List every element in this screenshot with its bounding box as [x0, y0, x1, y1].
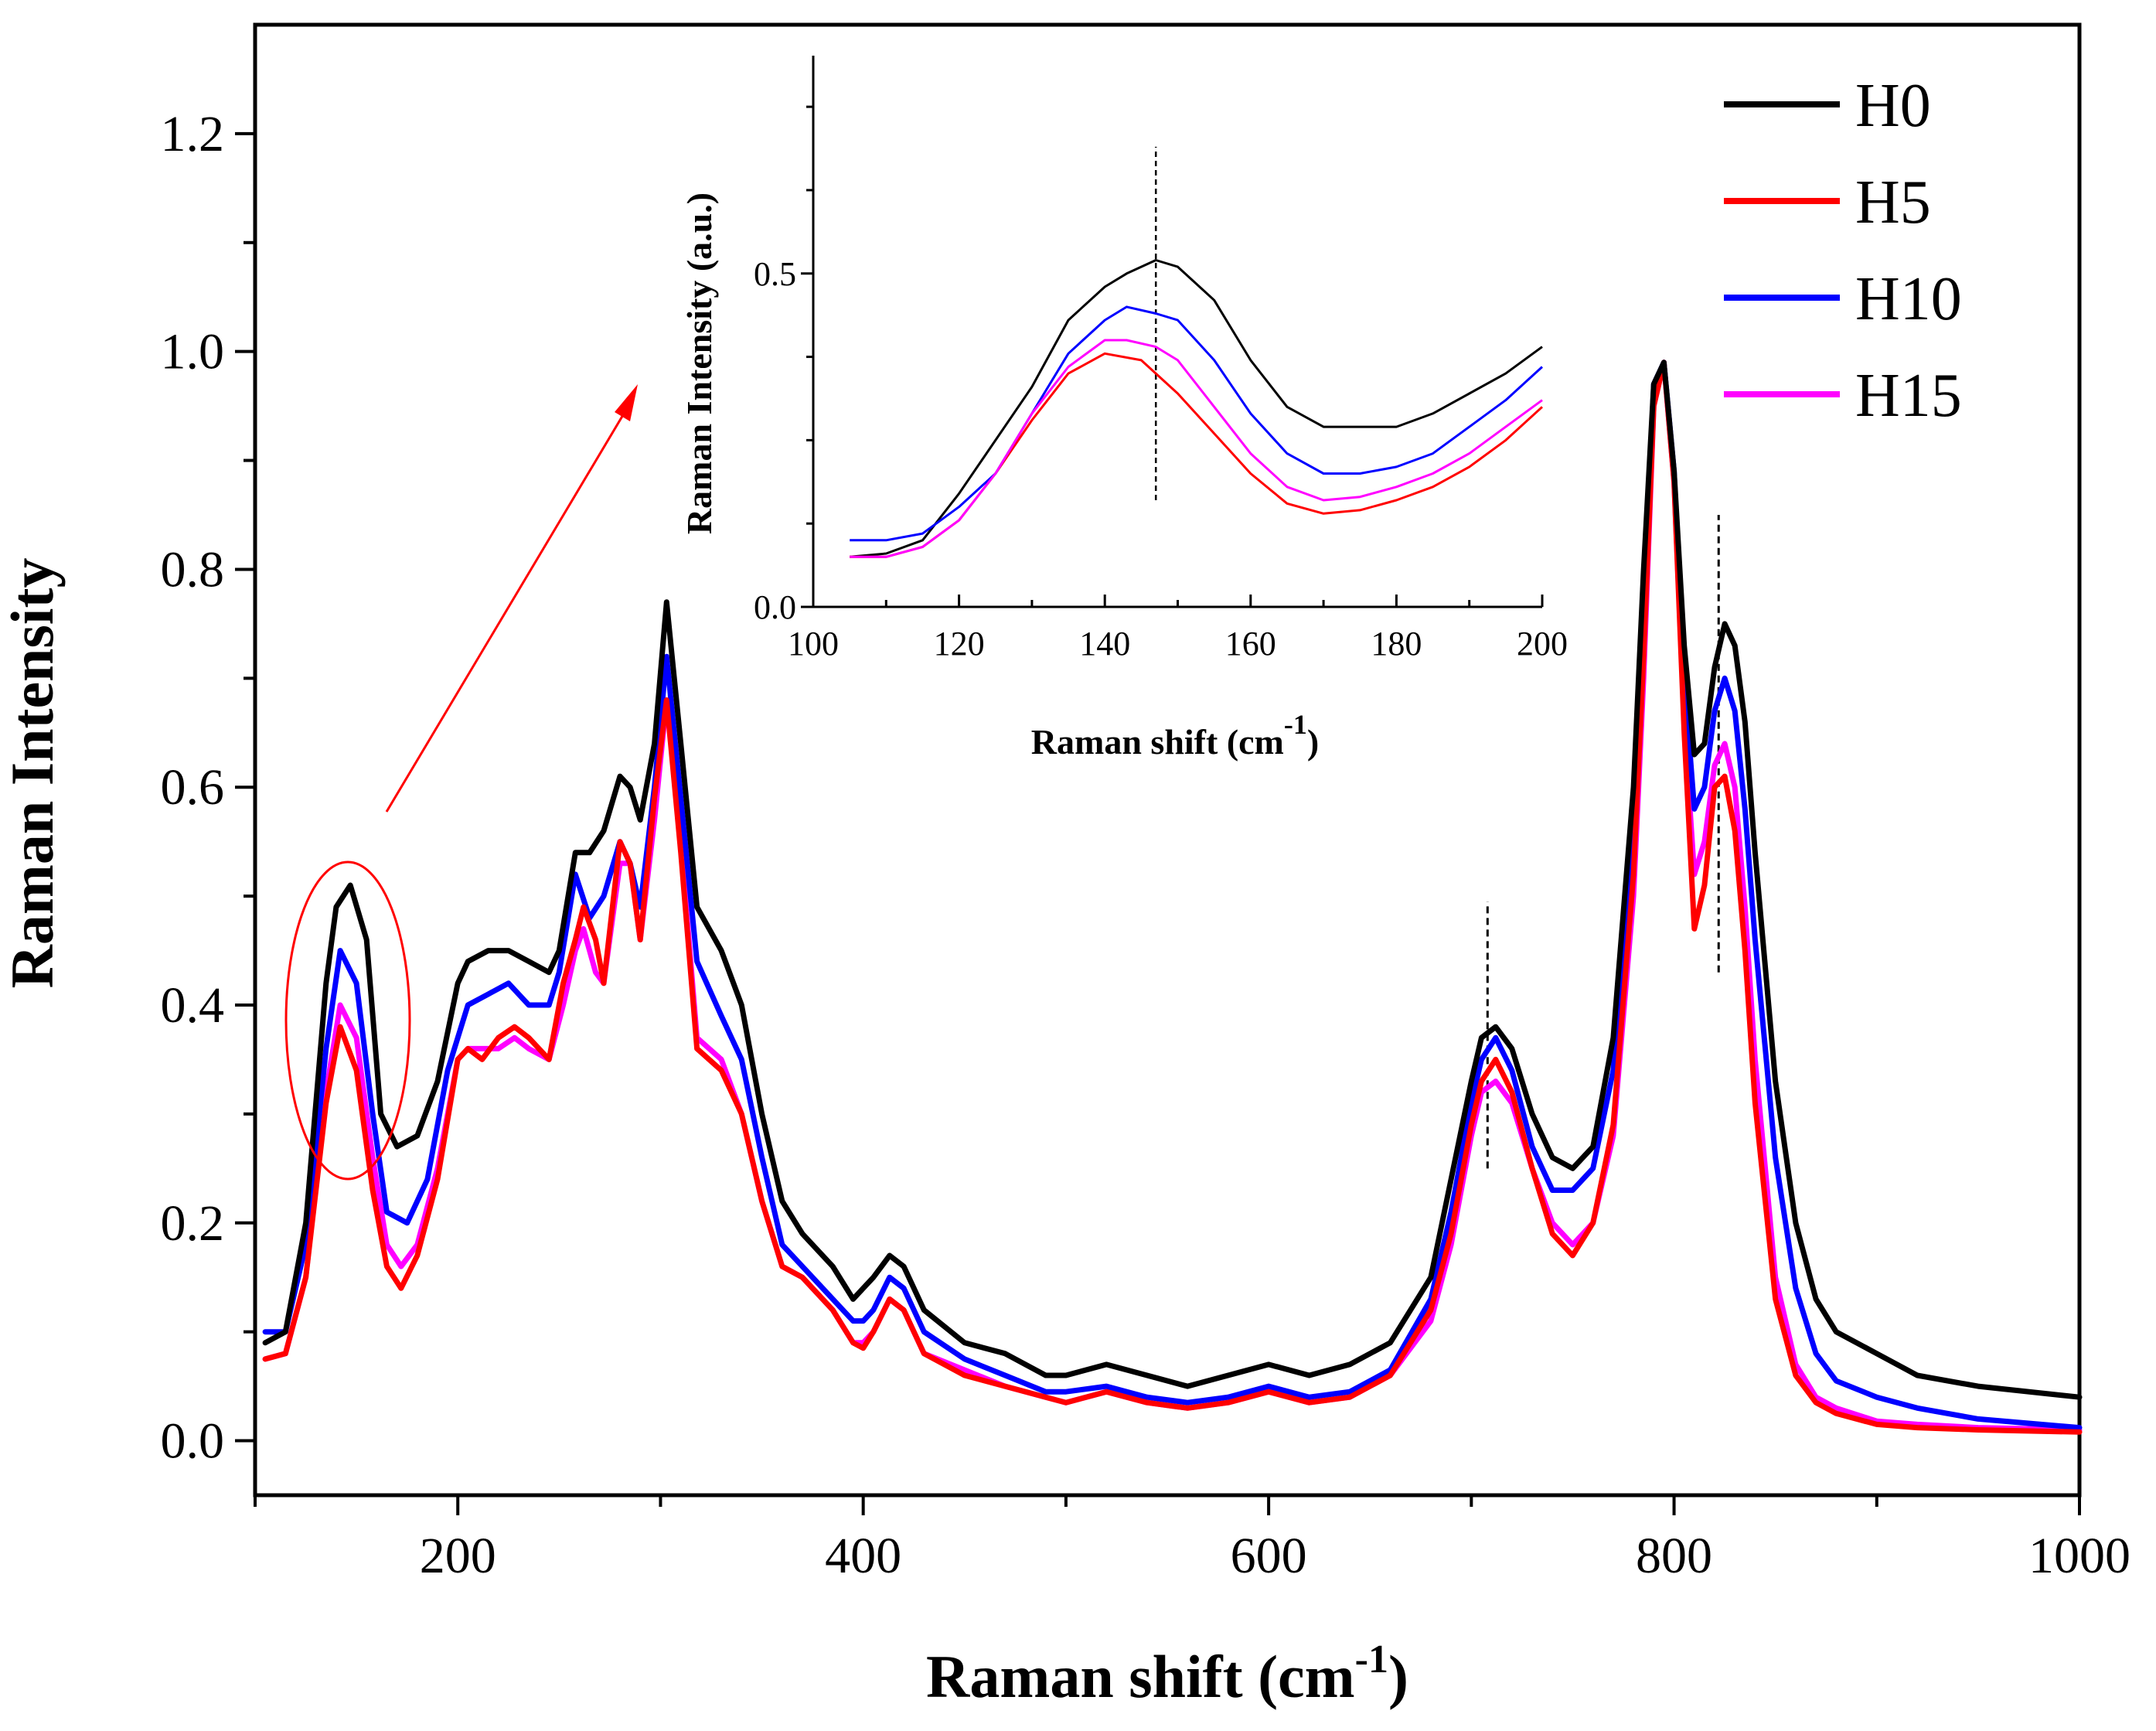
- inset-x-axis-title: Raman shift (cm-1): [1031, 709, 1319, 762]
- main-y-ticks: 0.0 0.2 0.4 0.6 0.8 1.0 1.2: [161, 106, 255, 1470]
- main-series-line-h10: [262, 359, 2083, 1431]
- legend-label-h15: H15: [1855, 362, 1962, 430]
- main-y-tick-label: 0.2: [161, 1195, 225, 1252]
- inset-x-ticks: 100 120 140 160 180 200: [788, 595, 1568, 663]
- main-y-tick-label: 0.8: [161, 541, 225, 598]
- inset-y-axis-title: Raman Intensity (a.u.): [679, 193, 719, 534]
- main-y-tick-label: 1.0: [161, 324, 225, 380]
- main-x-tick-label: 1000: [2028, 1528, 2130, 1584]
- peak-ellipse: [284, 860, 411, 1181]
- main-x-tick-label: 200: [420, 1528, 496, 1584]
- main-x-ticks: 200 400 600 800 1000: [254, 1495, 2130, 1584]
- inset-arrow-line: [385, 409, 628, 813]
- main-series-line-h0: [262, 359, 2083, 1400]
- inset-arrow-head: [615, 384, 638, 421]
- inset-x-tick-label: 120: [934, 625, 985, 663]
- inset-series-line-h0: [850, 259, 1543, 558]
- inset-series-line-h10: [850, 305, 1544, 542]
- main-y-tick-label: 0.0: [161, 1413, 225, 1470]
- inset-y-tick-label: 0.0: [754, 588, 796, 626]
- main-x-tick-label: 800: [1636, 1528, 1712, 1584]
- main-plot: 200 400 600 800 1000 0.0 0.2 0.4 0.6 0.8 1.0 1.2: [161, 22, 2130, 1584]
- main-series-group: [262, 359, 2083, 1435]
- main-x-tick-label: 600: [1231, 1528, 1307, 1584]
- peak-highlight: [284, 384, 638, 1181]
- inset-y-tick-label: 0.5: [754, 255, 796, 293]
- inset-x-tick-label: 160: [1225, 625, 1276, 663]
- inset-series-group: [850, 259, 1544, 558]
- inset-plot: 100 120 140 160 180 200 0.0 0.5: [754, 56, 1568, 663]
- main-x-tick-label: 400: [825, 1528, 901, 1584]
- main-y-axis-title: Raman Intensity: [0, 558, 66, 989]
- inset-x-tick-label: 180: [1371, 625, 1422, 663]
- legend-label-h0: H0: [1855, 72, 1931, 140]
- legend-label-h10: H10: [1855, 265, 1962, 333]
- main-x-axis-title: Raman shift (cm-1): [926, 1637, 1408, 1710]
- legend: H0 H5 H10 H15: [1724, 72, 1962, 430]
- inset-x-tick-label: 200: [1517, 625, 1568, 663]
- main-series-line-h5: [262, 359, 2083, 1435]
- inset-y-ticks: 0.0 0.5: [754, 105, 813, 626]
- main-y-tick-label: 0.4: [161, 977, 225, 1034]
- inset-series-line-h15: [850, 339, 1543, 558]
- legend-label-h5: H5: [1855, 169, 1931, 237]
- main-y-tick-label: 0.6: [161, 759, 225, 816]
- inset-x-tick-label: 100: [788, 625, 839, 663]
- main-y-tick-label: 1.2: [161, 106, 225, 162]
- inset-x-tick-label: 140: [1079, 625, 1130, 663]
- main-plot-frame: [253, 22, 2082, 1498]
